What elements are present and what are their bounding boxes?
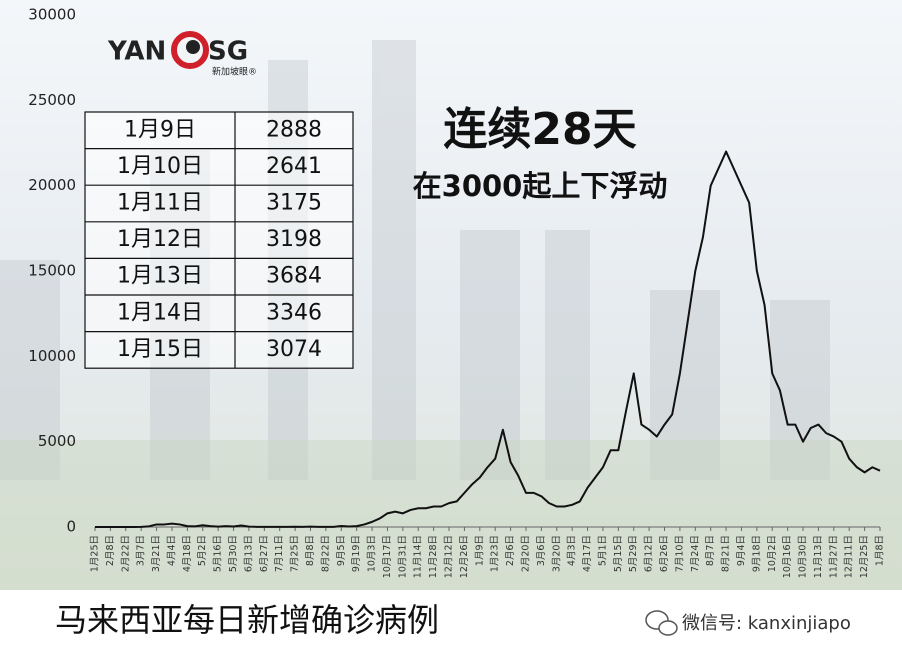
caption-band (0, 590, 902, 666)
x-tick-label: 5月29日 (628, 535, 639, 572)
x-tick-label: 9月4日 (736, 535, 747, 566)
y-tick-label: 15000 (28, 262, 76, 280)
logo: YAN SG 新加坡眼® (107, 31, 257, 78)
x-tick-label: 2月22日 (120, 535, 131, 572)
x-tick-label: 8月8日 (305, 535, 316, 566)
x-tick-label: 12月12日 (444, 535, 455, 578)
x-tick-label: 1月23日 (490, 535, 501, 572)
x-tick-label: 6月12日 (644, 535, 655, 572)
x-tick-label: 11月27日 (828, 535, 839, 578)
table-count: 3684 (266, 264, 322, 289)
y-tick-label: 10000 (28, 347, 76, 365)
table-count: 2888 (266, 117, 322, 142)
table-date: 1月13日 (117, 264, 203, 289)
ground (0, 440, 902, 590)
x-tick-label: 11月28日 (428, 535, 439, 578)
x-tick-label: 4月4日 (166, 535, 177, 566)
x-tick-label: 5月15日 (613, 535, 624, 572)
x-tick-label: 10月31日 (397, 535, 408, 578)
y-tick-label: 20000 (28, 176, 76, 194)
x-tick-label: 11月14日 (413, 535, 424, 578)
x-tick-label: 4月18日 (182, 535, 193, 572)
y-tick-label: 25000 (28, 91, 76, 109)
x-tick-label: 2月8日 (105, 535, 116, 566)
x-tick-label: 4月3日 (567, 535, 578, 566)
chart-title: 马来西亚每日新增确诊病例 (55, 601, 439, 639)
x-tick-label: 7月10日 (674, 535, 685, 572)
x-tick-label: 9月5日 (336, 535, 347, 566)
x-tick-label: 10月2日 (767, 535, 778, 572)
x-tick-label: 12月25日 (859, 535, 870, 578)
table-count: 3175 (266, 191, 322, 216)
table-date: 1月12日 (117, 227, 203, 252)
x-tick-label: 1月8日 (875, 535, 886, 566)
x-tick-label: 6月26日 (659, 535, 670, 572)
subheadline: 在3000起上下浮动 (413, 169, 668, 203)
logo-left: YAN (107, 37, 166, 67)
x-tick-label: 1月25日 (90, 535, 101, 572)
x-tick-label: 3月6日 (536, 535, 547, 566)
table-date: 1月15日 (117, 337, 203, 362)
logo-ring (171, 31, 209, 69)
x-tick-label: 5月2日 (197, 535, 208, 566)
table-count: 3346 (266, 300, 322, 325)
x-tick-label: 7月24日 (690, 535, 701, 572)
headline: 连续28天 (443, 104, 636, 155)
data-table: 1月9日 2888 1月10日 2641 1月11日 3175 1月12日 3198 1月13日… (84, 111, 354, 369)
x-tick-label: 8月7日 (705, 535, 716, 566)
x-tick-label: 12月11日 (844, 535, 855, 578)
table-date: 1月10日 (117, 154, 203, 179)
x-tick-label: 6月13日 (243, 535, 254, 572)
y-tick-label: 5000 (38, 432, 76, 450)
x-tick-label: 9月19日 (351, 535, 362, 572)
x-tick-label: 7月11日 (274, 535, 285, 572)
x-tick-label: 10月3日 (367, 535, 378, 572)
x-tick-label: 5月1日 (597, 535, 608, 566)
table-count: 3198 (266, 227, 322, 252)
wechat-icon (645, 610, 678, 636)
x-tick-label: 11月13日 (813, 535, 824, 578)
x-tick-label: 10月17日 (382, 535, 393, 578)
x-tick-label: 2月6日 (505, 535, 516, 566)
x-tick-label: 12月26日 (459, 535, 470, 578)
x-tick-label: 7月25日 (290, 535, 301, 572)
x-tick-label: 6月27日 (259, 535, 270, 572)
table-count: 3074 (266, 337, 322, 362)
y-tick-label: 0 (66, 518, 76, 536)
table-bg (84, 111, 354, 369)
table-count: 2641 (266, 154, 322, 179)
y-tick-label: 30000 (28, 6, 76, 24)
x-tick-label: 3月7日 (136, 535, 147, 566)
x-tick-label: 3月21日 (151, 535, 162, 572)
x-tick-label: 2月20日 (520, 535, 531, 572)
table-date: 1月11日 (117, 191, 203, 216)
table-date: 1月9日 (124, 117, 196, 142)
x-tick-label: 10月16日 (782, 535, 793, 578)
x-tick-label: 3月20日 (551, 535, 562, 572)
x-tick-label: 5月30日 (228, 535, 239, 572)
watermark: 微信号: kanxinjiapo (682, 613, 851, 634)
x-tick-label: 9月18日 (751, 535, 762, 572)
line (95, 150, 881, 528)
logo-sub: 新加坡眼® (212, 66, 257, 78)
x-tick-label: 8月22日 (320, 535, 331, 572)
x-tick-label: 1月9日 (474, 535, 485, 566)
x-tick-label: 10月30日 (798, 535, 809, 578)
x-tick-label: 8月21日 (721, 535, 732, 572)
logo-right: SG (208, 37, 248, 67)
table-date: 1月14日 (117, 300, 203, 325)
x-tick-label: 4月17日 (582, 535, 593, 572)
x-tick-label: 5月16日 (213, 535, 224, 572)
logo-eye (186, 40, 200, 54)
